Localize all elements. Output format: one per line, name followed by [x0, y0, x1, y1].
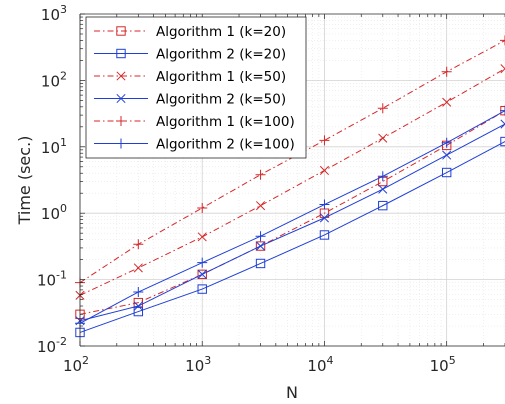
- data-point: [255, 241, 266, 251]
- legend-marker: [116, 138, 126, 149]
- data-point: [197, 257, 208, 268]
- data-point: [441, 66, 452, 77]
- data-point: [197, 284, 207, 294]
- legend-item: Algorithm 2 (k=20): [94, 47, 286, 63]
- series-line: [79, 123, 505, 322]
- data-point: [133, 306, 144, 317]
- series-line: [79, 110, 505, 324]
- legend-item: Algorithm 2 (k=100): [94, 137, 295, 153]
- legend-marker: [116, 93, 126, 104]
- data-point: [378, 184, 388, 194]
- data-point: [197, 202, 208, 213]
- data-point: [133, 287, 144, 298]
- data-point: [319, 230, 330, 240]
- legend-label: Algorithm 2 (k=50): [156, 92, 286, 108]
- data-point: [500, 105, 505, 116]
- data-point: [255, 169, 266, 180]
- data-point: [133, 263, 143, 273]
- data-point: [441, 137, 452, 148]
- data-point: [255, 201, 266, 211]
- x-tick-label: 103: [185, 354, 211, 375]
- series-line: [79, 110, 505, 315]
- series-layer: [75, 35, 505, 338]
- data-point: [133, 301, 143, 311]
- legend-marker: [116, 48, 126, 59]
- data-point: [197, 269, 207, 280]
- data-point: [441, 167, 452, 178]
- legend-label: Algorithm 2 (k=20): [156, 47, 286, 63]
- y-tick-label: 103: [41, 3, 67, 24]
- legend-label: Algorithm 1 (k=100): [156, 114, 295, 130]
- data-point: [319, 213, 330, 223]
- data-point: [500, 119, 505, 129]
- x-tick-label: 102: [63, 354, 89, 375]
- x-axis-label: N: [286, 383, 298, 402]
- data-point: [377, 103, 388, 114]
- data-point: [133, 239, 144, 250]
- y-axis-label: Time (sec.): [15, 136, 34, 226]
- legend: Algorithm 1 (k=20) Algorithm 2 (k=20) Algo…: [85, 16, 307, 159]
- data-point: [378, 200, 388, 211]
- series-3: [75, 64, 505, 300]
- x-tick-label: 104: [307, 354, 333, 375]
- y-tick-label: 10-2: [37, 335, 67, 356]
- legend-marker: [116, 71, 126, 81]
- y-tick-label: 100: [41, 202, 67, 223]
- tick-labels: 102 103 104 105 10-2 10-1 100 101 102 103: [37, 3, 456, 375]
- axes-layer: [79, 13, 505, 347]
- data-point: [197, 232, 207, 242]
- legend-box: [85, 16, 307, 159]
- data-point: [255, 258, 266, 269]
- data-point: [442, 150, 452, 160]
- legend-item: Algorithm 1 (k=50): [94, 69, 286, 85]
- x-tick-label: 105: [430, 354, 456, 375]
- legend-label: Algorithm 2 (k=100): [156, 137, 295, 153]
- data-point: [500, 35, 505, 46]
- data-point: [319, 165, 330, 176]
- series-line: [79, 141, 505, 333]
- legend-label: Algorithm 1 (k=20): [156, 24, 286, 40]
- data-point: [377, 171, 388, 182]
- data-point: [378, 133, 388, 143]
- data-point: [442, 97, 452, 107]
- legend-item: Algorithm 1 (k=100): [94, 114, 295, 130]
- legend-marker: [116, 116, 126, 126]
- data-point: [255, 241, 266, 251]
- data-point: [197, 269, 207, 279]
- data-point: [319, 199, 330, 210]
- legend-label: Algorithm 1 (k=50): [156, 69, 286, 85]
- y-tick-label: 102: [41, 69, 67, 90]
- data-point: [500, 64, 505, 74]
- data-point: [255, 231, 266, 242]
- legend-marker: [116, 26, 126, 36]
- minor-grid: [80, 14, 505, 346]
- data-point: [133, 297, 144, 308]
- legend-item: Algorithm 2 (k=50): [94, 92, 286, 108]
- data-point: [319, 135, 330, 146]
- legend-item: Algorithm 1 (k=20): [94, 24, 286, 40]
- y-tick-label: 10-1: [37, 269, 67, 290]
- y-tick-label: 101: [41, 136, 67, 157]
